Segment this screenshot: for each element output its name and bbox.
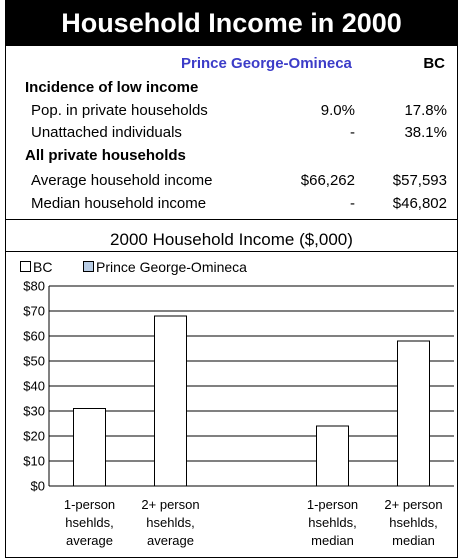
legend-item-region: Prince George-Omineca <box>83 259 247 275</box>
legend-item-bc: BC <box>20 259 52 275</box>
y-tick-label: $20 <box>23 429 45 444</box>
x-tick-label: average <box>147 533 194 548</box>
infographic-frame: Household Income in 2000 Prince George-O… <box>5 0 458 558</box>
region-value: 9.0% <box>320 102 355 119</box>
legend-label-region: Prince George-Omineca <box>96 259 247 275</box>
table-row: Pop. in private households 9.0% 17.8% <box>6 100 457 122</box>
legend-swatch-region <box>83 261 94 272</box>
bar <box>154 315 187 487</box>
legend-label-bc: BC <box>33 259 53 275</box>
x-tick-label: hsehlds, <box>389 515 437 530</box>
y-tick-label: $0 <box>31 479 45 494</box>
y-tick-label: $60 <box>23 329 45 344</box>
section-heading: Incidence of low income <box>6 77 457 99</box>
bar-chart: $0 $10 $20 $30 $40 $50 $60 $70 $80 1-person hsehld… <box>23 279 454 548</box>
bar <box>73 408 106 487</box>
province-value: 17.8% <box>404 102 447 119</box>
x-tick-label: hsehlds, <box>146 515 194 530</box>
x-tick-label: 2+ person <box>141 497 199 512</box>
x-tick-label: median <box>392 533 435 548</box>
bar <box>397 340 430 487</box>
x-tick-label: hsehlds, <box>308 515 356 530</box>
region-value: - <box>350 124 355 141</box>
y-tick-label: $10 <box>23 454 45 469</box>
table-header-row: Prince George-Omineca BC <box>6 53 457 75</box>
y-tick-label: $30 <box>23 404 45 419</box>
x-tick-label: average <box>66 533 113 548</box>
x-tick-label: hsehlds, <box>65 515 113 530</box>
y-tick-label: $40 <box>23 379 45 394</box>
row-label: Median household income <box>31 195 207 212</box>
y-tick-label: $70 <box>23 304 45 319</box>
row-label: Average household income <box>31 172 213 189</box>
row-label: Pop. in private households <box>31 102 208 119</box>
x-tick-label: 1-person <box>64 497 115 512</box>
province-value: 38.1% <box>404 124 447 141</box>
chart-title-divider <box>6 251 457 252</box>
row-label: Unattached individuals <box>31 124 182 141</box>
region-value: - <box>350 195 355 212</box>
province-value: $46,802 <box>392 195 447 212</box>
legend-swatch-bc <box>20 261 31 272</box>
section-heading-label: Incidence of low income <box>25 79 199 96</box>
table-row: Average household income $66,262 $57,593 <box>6 170 457 192</box>
section-heading: All private households <box>6 145 457 167</box>
table-row: Median household income - $46,802 <box>6 193 457 215</box>
x-tick-label: median <box>311 533 354 548</box>
table-row: Unattached individuals - 38.1% <box>6 122 457 144</box>
province-column-header: BC <box>423 55 445 72</box>
x-tick-label: 1-person <box>307 497 358 512</box>
table-chart-divider <box>6 219 457 220</box>
bar <box>316 425 349 487</box>
section-heading-label: All private households <box>25 147 186 164</box>
y-tick-label: $80 <box>23 279 45 294</box>
chart-title: 2000 Household Income ($,000) <box>110 230 353 249</box>
province-value: $57,593 <box>392 172 447 189</box>
x-tick-label: 2+ person <box>384 497 442 512</box>
region-column-header: Prince George-Omineca <box>181 55 352 72</box>
region-value: $66,262 <box>300 172 355 189</box>
page-title: Household Income in 2000 <box>6 1 457 46</box>
y-tick-label: $50 <box>23 354 45 369</box>
